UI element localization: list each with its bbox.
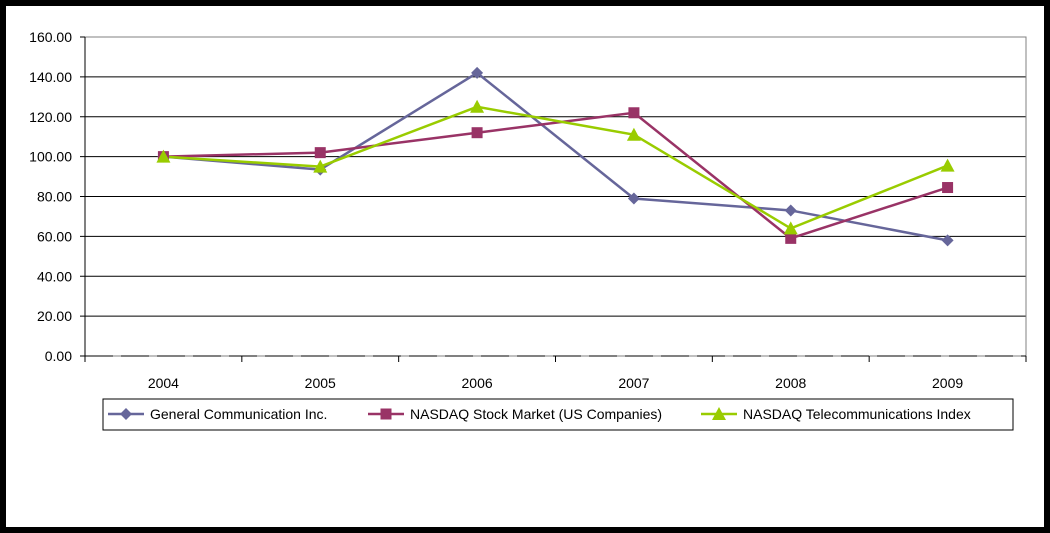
series-markers (156, 66, 955, 247)
data-point-marker (470, 99, 485, 113)
y-tick-label: 160.00 (29, 29, 72, 45)
series-lines (163, 71, 949, 242)
data-point-marker (784, 204, 797, 217)
data-point-marker (156, 149, 171, 163)
legend-swatch-marker (380, 408, 392, 420)
y-tick-label: 60.00 (37, 228, 72, 244)
data-point-marker (940, 158, 955, 172)
series-line (163, 111, 948, 240)
legend-label: NASDAQ Telecommunications Index (743, 406, 971, 422)
gridlines (85, 36, 1026, 317)
x-tick-label: 2009 (932, 375, 963, 391)
data-point-marker (627, 192, 640, 205)
data-point-marker (314, 147, 326, 159)
y-tick-label: 100.00 (29, 149, 72, 165)
legend-label: NASDAQ Stock Market (US Companies) (410, 406, 662, 422)
x-tick-label: 2008 (775, 375, 806, 391)
x-tick-label: 2006 (462, 375, 493, 391)
y-tick-label: 80.00 (37, 189, 72, 205)
data-point-marker (313, 159, 328, 173)
data-point-marker (628, 107, 640, 119)
legend-box (102, 398, 1014, 431)
x-axis-ticks: 2004 2005 2006 2007 2008 2009 (84, 356, 1027, 391)
chart-area: 0.00 20.00 40.00 60.00 80.00 100.00 120.00 140.… (6, 6, 1044, 527)
y-tick-label: 140.00 (29, 69, 72, 85)
data-point-marker (941, 234, 954, 247)
x-tick-label: 2005 (305, 375, 336, 391)
data-point-marker (471, 66, 484, 79)
series-line (163, 105, 949, 230)
legend-swatch-marker (120, 408, 132, 420)
series-line (163, 71, 948, 242)
data-point-marker (785, 232, 797, 244)
y-tick-label: 40.00 (37, 268, 72, 284)
data-point-marker (783, 221, 798, 235)
legend-label: General Communication Inc. (150, 406, 327, 422)
y-tick-label: 20.00 (37, 308, 72, 324)
data-point-marker (471, 127, 483, 139)
x-tick-label: 2007 (618, 375, 649, 391)
data-point-marker (626, 127, 641, 141)
data-point-marker (942, 182, 954, 194)
legend: General Communication Inc. NASDAQ Stock M… (102, 398, 1014, 431)
legend-swatch-marker (712, 407, 726, 420)
y-axis-ticks: 0.00 20.00 40.00 60.00 80.00 100.00 120.00 140.… (29, 29, 85, 364)
y-tick-label: 120.00 (29, 109, 72, 125)
line-chart: 0.00 20.00 40.00 60.00 80.00 100.00 120.00 140.… (29, 29, 1027, 431)
x-tick-label: 2004 (148, 375, 179, 391)
y-tick-label: 0.00 (45, 348, 72, 364)
